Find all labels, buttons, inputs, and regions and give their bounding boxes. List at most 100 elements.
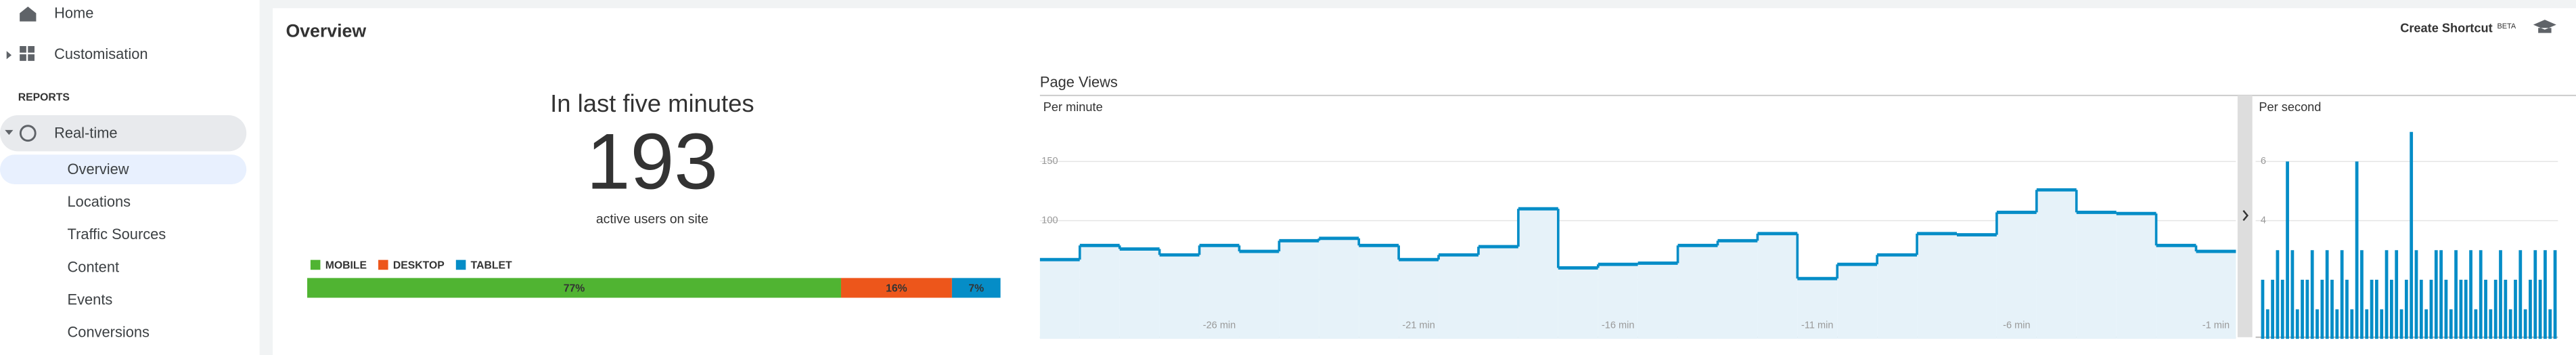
bar: [2375, 279, 2378, 339]
area-step: [1996, 212, 2037, 339]
bar: [2310, 250, 2314, 339]
area-step: [1757, 233, 1798, 339]
bar: [2439, 250, 2443, 339]
area-step: [1399, 259, 1439, 339]
area-step: [2116, 213, 2156, 339]
bar: [2454, 250, 2458, 339]
bar: [2544, 250, 2547, 339]
y-tick-label: 6: [2261, 156, 2266, 167]
bar: [2533, 250, 2537, 339]
value-label: 77%: [564, 283, 585, 294]
nav-item[interactable]: Locations: [68, 193, 131, 210]
x-tick-label: -21 min: [1402, 320, 1435, 331]
bar: [2370, 279, 2374, 339]
group-highlight: [0, 114, 247, 152]
bar: [2350, 309, 2354, 339]
bar: [2493, 279, 2498, 339]
bar: [2301, 279, 2304, 339]
bar: [2484, 279, 2487, 339]
bar: [2380, 309, 2384, 339]
bar: [2518, 250, 2523, 339]
bar: [2499, 250, 2502, 339]
bar: [2514, 279, 2517, 339]
area-step: [1558, 268, 1598, 339]
cap-icon[interactable]: [2533, 20, 2556, 33]
bar-segment: [951, 278, 1001, 298]
bar: [2444, 279, 2448, 339]
area-step: [1319, 238, 1359, 339]
summary-caption: In last five minutes: [550, 89, 754, 117]
bar: [2395, 250, 2399, 339]
nav-item[interactable]: Home: [54, 4, 93, 21]
area-step: [2156, 245, 2196, 339]
bar: [2548, 309, 2552, 339]
area-step: [1956, 234, 1997, 339]
y-tick-label: 100: [1041, 215, 1058, 226]
y-tick-label: 150: [1041, 156, 1058, 167]
bar: [2504, 279, 2508, 339]
x-tick-label: -6 min: [2003, 320, 2030, 331]
area-step: [1837, 264, 1878, 339]
splitter-arrow: [2242, 210, 2249, 222]
area-step: [1039, 259, 1080, 339]
splitter[interactable]: [2237, 95, 2253, 337]
bar: [2399, 309, 2403, 339]
area-step: [1359, 245, 1399, 339]
bar: [2523, 309, 2527, 339]
area-step: [1598, 264, 1638, 339]
bar: [2429, 279, 2433, 339]
area-step: [1677, 245, 1718, 339]
bar: [2320, 279, 2324, 339]
bar: [2464, 279, 2468, 339]
bar: [2459, 279, 2463, 339]
bar: [2261, 279, 2265, 339]
area-step: [2076, 212, 2117, 339]
legend-label: MOBILE: [325, 259, 367, 271]
area-step: [1119, 249, 1160, 339]
shortcut-link[interactable]: Create Shortcut: [2400, 21, 2492, 35]
home-icon: [20, 6, 37, 22]
x-tick-label: -26 min: [1203, 320, 1236, 331]
chart-title: Per second: [2259, 100, 2321, 114]
nav-item[interactable]: Conversions: [68, 323, 150, 340]
bar: [2474, 309, 2478, 339]
area-step: [2036, 190, 2077, 339]
legend-label: DESKTOP: [393, 259, 445, 271]
nav-item[interactable]: Overview: [68, 161, 129, 178]
nav-item[interactable]: Events: [68, 291, 113, 308]
bar: [2449, 309, 2453, 339]
x-tick-label: -1 min: [2202, 320, 2230, 331]
collapse-icon[interactable]: [5, 129, 14, 135]
bar: [2280, 279, 2284, 339]
nav-item[interactable]: Customisation: [54, 45, 148, 62]
bar: [2305, 279, 2309, 339]
bar: [2385, 250, 2389, 339]
bar: [2345, 279, 2349, 339]
active-users: 193: [587, 117, 718, 205]
bar: [2355, 161, 2359, 339]
area-step: [1478, 247, 1518, 339]
bar: [2410, 131, 2414, 339]
legend-label: TABLET: [471, 259, 512, 271]
bar: [2276, 250, 2280, 339]
nav-group[interactable]: Real-time: [54, 125, 117, 142]
x-tick-label: -11 min: [1801, 320, 1833, 331]
legend-swatch: [378, 259, 388, 270]
bar: [2424, 309, 2428, 339]
bar: [2330, 279, 2334, 339]
bar: [2389, 279, 2393, 339]
area-step: [1199, 245, 1240, 339]
nav-item[interactable]: Traffic Sources: [68, 226, 166, 243]
legend-swatch: [455, 259, 466, 270]
bar: [2295, 309, 2299, 339]
expand-icon[interactable]: [6, 51, 12, 60]
bar: [2489, 309, 2493, 339]
nav-item[interactable]: Content: [68, 258, 120, 275]
bar: [2434, 250, 2438, 339]
value-label: 7%: [968, 283, 984, 294]
bar: [2325, 250, 2329, 339]
bar: [2290, 250, 2295, 339]
bar: [2479, 250, 2483, 339]
